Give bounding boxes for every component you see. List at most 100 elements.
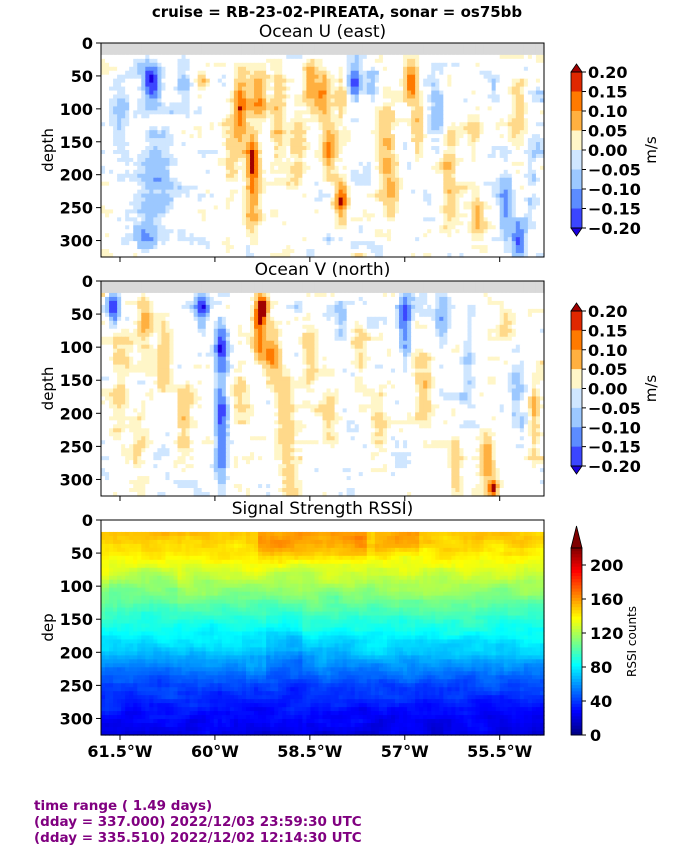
heatmap-cell: [531, 50, 537, 56]
heatmap-cell: [527, 114, 533, 119]
heatmap-cell: [419, 185, 424, 191]
heatmap-cell: [350, 217, 356, 222]
heatmap-cell: [109, 62, 114, 68]
heatmap-cell: [290, 209, 295, 214]
heatmap-cell: [495, 161, 501, 167]
heatmap-cell: [435, 138, 440, 143]
heatmap-cell: [298, 74, 303, 80]
heatmap-cell: [109, 157, 114, 163]
heatmap-cell: [125, 205, 130, 211]
heatmap-cell: [523, 201, 529, 207]
heatmap-cell: [535, 43, 541, 48]
heatmap-cell: [189, 122, 195, 127]
heatmap-cell: [326, 78, 332, 84]
heatmap-cell: [262, 138, 267, 143]
heatmap-cell: [173, 153, 179, 159]
heatmap-cell: [157, 181, 163, 187]
heatmap-cell: [149, 46, 154, 52]
heatmap-cell: [411, 50, 416, 56]
heatmap-cell: [298, 189, 303, 195]
heatmap-cell: [185, 102, 191, 107]
heatmap-cell: [217, 205, 223, 211]
heatmap-cell: [318, 153, 324, 159]
heatmap-cell: [419, 82, 424, 88]
heatmap-cell: [503, 90, 509, 96]
heatmap-cell: [334, 189, 340, 195]
heatmap-cell: [250, 90, 255, 96]
heatmap-cell: [439, 150, 444, 155]
heatmap-cell: [535, 142, 541, 147]
heatmap-cell: [523, 43, 529, 48]
heatmap-cell: [350, 66, 356, 72]
heatmap-cell: [499, 126, 505, 131]
heatmap-cell: [519, 189, 525, 195]
heatmap-cell: [447, 157, 452, 163]
heatmap-cell: [370, 126, 376, 131]
heatmap-cell: [101, 66, 106, 72]
heatmap-cell: [463, 150, 469, 155]
heatmap-cell: [165, 90, 171, 96]
heatmap-cell: [149, 161, 154, 167]
heatmap-cell: [121, 86, 126, 92]
heatmap-cell: [221, 50, 227, 56]
heatmap-cell: [459, 126, 465, 131]
heatmap-cell: [286, 98, 291, 104]
heatmap-cell: [487, 90, 493, 96]
heatmap-cell: [431, 130, 436, 135]
heatmap-cell: [173, 185, 179, 191]
heatmap-cell: [463, 134, 469, 139]
heatmap-cell: [221, 62, 227, 68]
heatmap-cell: [137, 43, 142, 48]
heatmap-cell: [113, 74, 118, 80]
heatmap-cell: [511, 106, 517, 111]
heatmap-cell: [358, 181, 364, 187]
heatmap-cell: [201, 90, 207, 96]
heatmap-cell: [499, 98, 505, 104]
heatmap-cell: [153, 110, 158, 115]
heatmap-cell: [282, 43, 287, 48]
heatmap-cell: [535, 110, 541, 115]
heatmap-cell: [250, 86, 255, 92]
heatmap-cell: [407, 106, 412, 111]
heatmap-cell: [278, 217, 283, 222]
heatmap-cell: [535, 209, 541, 214]
heatmap-cell: [221, 70, 227, 76]
heatmap-cell: [419, 157, 424, 163]
heatmap-cell: [386, 197, 392, 203]
heatmap-cell: [189, 138, 195, 143]
heatmap-cell: [133, 193, 138, 199]
heatmap-cell: [459, 153, 465, 159]
heatmap-cell: [318, 189, 324, 195]
heatmap-cell: [515, 161, 521, 167]
heatmap-cell: [407, 130, 412, 135]
heatmap-cell: [403, 157, 408, 163]
heatmap-cell: [403, 209, 408, 214]
heatmap-cell: [177, 122, 183, 127]
heatmap-cell: [370, 74, 376, 80]
heatmap-cell: [491, 150, 497, 155]
heatmap-cell: [443, 157, 448, 163]
heatmap-cell: [169, 98, 175, 104]
heatmap-cell: [282, 118, 287, 123]
heatmap-cell: [415, 138, 420, 143]
heatmap-cell: [463, 126, 469, 131]
heatmap-cell: [157, 46, 163, 52]
heatmap-cell: [451, 122, 456, 127]
heatmap-cell: [213, 106, 219, 111]
heatmap-cell: [475, 122, 481, 127]
heatmap-cell: [503, 193, 509, 199]
heatmap-cell: [161, 213, 167, 218]
heatmap-cell: [282, 177, 287, 183]
heatmap-cell: [403, 181, 408, 187]
heatmap-cell: [427, 50, 432, 56]
heatmap-cell: [354, 118, 360, 123]
heatmap-cell: [471, 138, 477, 143]
heatmap-cell: [302, 98, 307, 104]
heatmap-cell: [411, 126, 416, 131]
heatmap-cell: [117, 189, 122, 195]
heatmap-cell: [177, 58, 183, 64]
heatmap-cell: [241, 209, 247, 214]
heatmap-cell: [475, 150, 481, 155]
heatmap-cell: [245, 110, 251, 115]
heatmap-cell: [326, 118, 332, 123]
